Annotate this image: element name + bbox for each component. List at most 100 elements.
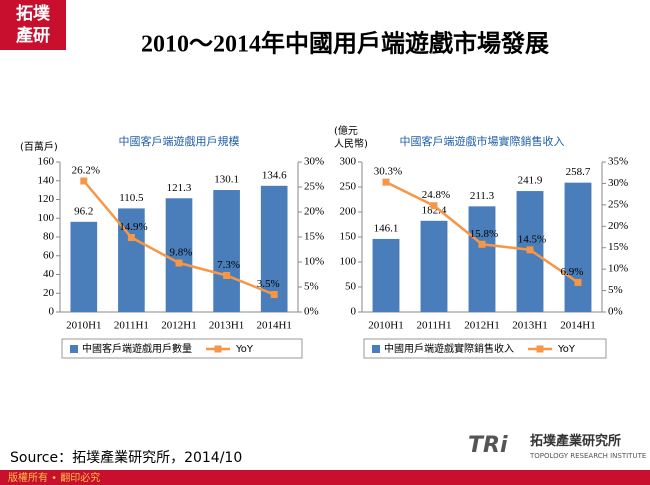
y-axis-label: (百萬戶) bbox=[20, 140, 58, 153]
y2-tick-label: 5% bbox=[608, 284, 623, 296]
footer-text: 版權所有 • 翻印必究 bbox=[8, 471, 100, 484]
legend-swatch bbox=[372, 345, 380, 353]
bar-value-label: 110.5 bbox=[119, 192, 144, 204]
x-tick-label: 2013H1 bbox=[512, 320, 547, 332]
bar bbox=[70, 221, 98, 312]
x-tick-label: 2010H1 bbox=[368, 320, 403, 332]
logo-text: 產研 bbox=[16, 25, 50, 45]
y-tick-label: 120 bbox=[38, 193, 55, 205]
yoy-value-label: 30.3% bbox=[374, 166, 402, 178]
y-tick-label: 80 bbox=[43, 231, 55, 243]
y-tick-label: 40 bbox=[43, 268, 55, 280]
logo-text: 拓墣 bbox=[16, 4, 50, 23]
y2-tick-label: 20% bbox=[608, 220, 628, 232]
yoy-marker bbox=[574, 278, 582, 286]
y-tick-label: 60 bbox=[43, 249, 55, 261]
y-axis-label: 人民幣) bbox=[334, 138, 368, 150]
y-tick-label: 100 bbox=[38, 212, 55, 224]
yoy-value-label: 14.5% bbox=[518, 233, 546, 245]
y2-tick-label: 20% bbox=[304, 206, 324, 218]
x-tick-label: 2012H1 bbox=[464, 320, 499, 332]
yoy-value-label: 24.8% bbox=[422, 189, 450, 201]
bar bbox=[564, 182, 592, 312]
yoy-value-label: 26.2% bbox=[72, 165, 100, 177]
y-tick-label: 150 bbox=[340, 231, 357, 243]
bar-value-label: 130.1 bbox=[214, 174, 239, 186]
x-tick-label: 2014H1 bbox=[256, 320, 291, 332]
yoy-value-label: 3.5% bbox=[257, 278, 280, 290]
yoy-marker bbox=[127, 234, 135, 241]
y2-tick-label: 10% bbox=[608, 263, 628, 275]
yoy-value-label: 6.9% bbox=[561, 266, 584, 278]
y-tick-label: 160 bbox=[38, 156, 55, 168]
legend-label: YoY bbox=[557, 344, 576, 355]
chart-title: 中國客戶端遊戲用戶規模 bbox=[119, 134, 240, 148]
y2-tick-label: 15% bbox=[304, 231, 324, 243]
bar-value-label: 134.6 bbox=[262, 169, 287, 181]
legend-label: 中國客戶端遊戲用戶數量 bbox=[82, 342, 192, 355]
yoy-value-label: 9.8% bbox=[170, 247, 193, 259]
y-tick-label: 0 bbox=[351, 306, 357, 318]
bar bbox=[213, 190, 240, 312]
y2-tick-label: 25% bbox=[608, 198, 628, 210]
yoy-value-label: 14.9% bbox=[119, 221, 147, 233]
brand-name: 拓墣產業研究所 bbox=[530, 433, 621, 448]
bar-value-label: 121.3 bbox=[167, 182, 192, 194]
x-tick-label: 2013H1 bbox=[209, 320, 244, 332]
brand-mark: TRi bbox=[468, 433, 508, 458]
y-tick-label: 100 bbox=[340, 256, 357, 268]
bar-value-label: 211.3 bbox=[470, 190, 495, 202]
legend-label: 中國用戶端遊戲實際銷售收入 bbox=[384, 342, 514, 355]
legend-box bbox=[363, 338, 607, 359]
x-tick-label: 2012H1 bbox=[161, 320, 196, 332]
y2-tick-label: 30% bbox=[304, 156, 324, 168]
y-tick-label: 0 bbox=[49, 306, 55, 318]
bar bbox=[165, 198, 193, 312]
slide-title: 2010～2014年中國用戶端遊戲市場發展 bbox=[141, 30, 549, 58]
y2-tick-label: 30% bbox=[608, 177, 628, 189]
legend-swatch bbox=[70, 345, 78, 353]
footer-bar bbox=[0, 470, 650, 485]
logo-box bbox=[0, 0, 66, 50]
y2-tick-label: 0% bbox=[608, 306, 623, 318]
yoy-marker bbox=[478, 240, 486, 248]
yoy-value-label: 7.3% bbox=[217, 259, 240, 271]
y-tick-label: 20 bbox=[43, 287, 55, 299]
yoy-marker bbox=[382, 178, 390, 186]
bar-value-label: 258.7 bbox=[566, 166, 591, 178]
x-tick-label: 2011H1 bbox=[114, 320, 149, 332]
y2-tick-label: 15% bbox=[608, 241, 628, 253]
bar bbox=[420, 220, 448, 312]
legend-label: YoY bbox=[235, 344, 254, 355]
y-tick-label: 140 bbox=[38, 174, 55, 186]
yoy-marker bbox=[175, 259, 183, 267]
brand-english: TOPOLOGY RESEARCH INSTITUTE bbox=[529, 452, 646, 460]
yoy-marker bbox=[430, 202, 438, 210]
bar bbox=[372, 238, 400, 312]
y2-tick-label: 25% bbox=[304, 181, 324, 193]
chart-title: 中國客戶端遊戲市場實際銷售收入 bbox=[400, 134, 565, 148]
y2-tick-label: 35% bbox=[608, 156, 628, 168]
yoy-marker bbox=[526, 246, 534, 254]
legend-swatch bbox=[214, 345, 222, 353]
x-tick-label: 2010H1 bbox=[66, 320, 101, 332]
y2-tick-label: 10% bbox=[304, 256, 324, 268]
legend-swatch bbox=[536, 345, 544, 353]
yoy-marker bbox=[223, 272, 231, 279]
y2-tick-label: 5% bbox=[304, 281, 319, 293]
bar-value-label: 182.4 bbox=[422, 204, 447, 216]
y-tick-label: 250 bbox=[340, 181, 357, 193]
legend-box bbox=[61, 338, 303, 359]
y-axis-label: (億元 bbox=[334, 124, 358, 137]
bar-value-label: 96.2 bbox=[74, 205, 93, 217]
x-tick-label: 2011H1 bbox=[416, 320, 451, 332]
y-tick-label: 300 bbox=[340, 156, 357, 168]
bar bbox=[468, 206, 496, 312]
y2-tick-label: 0% bbox=[304, 306, 319, 318]
y-tick-label: 200 bbox=[340, 206, 357, 218]
yoy-value-label: 15.8% bbox=[470, 228, 498, 240]
yoy-marker bbox=[270, 291, 278, 298]
bar-value-label: 241.9 bbox=[518, 175, 543, 187]
